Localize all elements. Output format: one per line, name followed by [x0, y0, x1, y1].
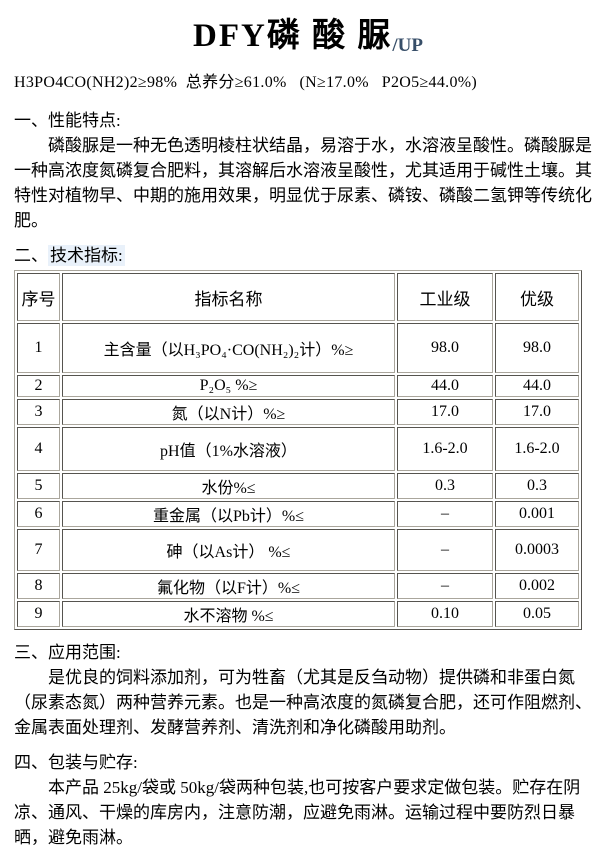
table-row: 6 重金属（以Pb计）%≤ –0.001 [17, 501, 579, 527]
table-cell: 7 [17, 529, 60, 571]
table-cell: 9 [17, 601, 60, 627]
table-cell: 4 [17, 427, 60, 471]
section-3-name: 应用范围: [48, 643, 121, 662]
table-cell: 0.3 [495, 473, 579, 499]
table-header-cell: 优级 [495, 273, 579, 321]
table-cell: 重金属（以Pb计）%≤ [62, 501, 395, 527]
table-cell: 17.0 [495, 399, 579, 425]
section-heading-3: 三、应用范围: [14, 638, 602, 663]
table-cell: 砷（以As计） %≤ [62, 529, 395, 571]
table-cell: 0.002 [495, 573, 579, 599]
table-cell: 3 [17, 399, 60, 425]
section-3-body: 是优良的饲料添加剂，可为牲畜（尤其是反刍动物）提供磷和非蛋白氮（尿素态氮）两种营… [14, 668, 592, 737]
table-cell: 0.001 [495, 501, 579, 527]
table-cell: 8 [17, 573, 60, 599]
table-header: 序号 指标名称 工业级 优级 [17, 273, 579, 321]
table-cell: 0.0003 [495, 529, 579, 571]
section-2-number: 二、 [14, 246, 48, 265]
table-cell: 1.6-2.0 [397, 427, 493, 471]
table-cell: 6 [17, 501, 60, 527]
table-cell: 氮（以N计）%≥ [62, 399, 395, 425]
section-4-name: 包装与贮存: [48, 753, 138, 772]
table-cell: 98.0 [495, 323, 579, 373]
title-suffix: /UP [392, 35, 423, 56]
table-cell: 44.0 [495, 375, 579, 397]
table-cell: 水不溶物 %≤ [62, 601, 395, 627]
table-header-row: 序号 指标名称 工业级 优级 [17, 273, 579, 321]
table-cell: 氟化物（以F计）%≤ [62, 573, 395, 599]
table-header-cell: 指标名称 [62, 273, 395, 321]
table-cell: 2 [17, 375, 60, 397]
table-cell: 0.05 [495, 601, 579, 627]
section-3-number: 三、 [14, 643, 48, 662]
table-cell: – [397, 501, 493, 527]
title-text: DFY磷 酸 脲 [193, 18, 393, 54]
table-cell: 1 [17, 323, 60, 373]
section-1-body: 磷酸脲是一种无色透明棱柱状结晶，易溶于水，水溶液呈酸性。磷酸脲是一种高浓度氮磷复… [14, 136, 592, 230]
table-cell: – [397, 573, 493, 599]
table-header-cell: 序号 [17, 273, 60, 321]
section-heading-2: 二、 技术指标: [14, 241, 602, 266]
table-header-cell: 工业级 [397, 273, 493, 321]
section-heading-1: 一、性能特点: [14, 106, 602, 131]
section-4-number: 四、 [14, 753, 48, 772]
table-row: 8 氟化物（以F计）%≤ –0.002 [17, 573, 579, 599]
table-row: 9 水不溶物 %≤ 0.10 0.05 [17, 601, 579, 627]
table-cell: P₂O₅ %≥ [62, 375, 395, 397]
table-cell: pH值（1%水溶液） [62, 427, 395, 471]
table-row: 3 氮（以N计）%≥ 17.0 17.0 [17, 399, 579, 425]
table-cell: 水份%≤ [62, 473, 395, 499]
page-title: DFY磷 酸 脲/UP [14, 8, 602, 56]
section-heading-4: 四、包装与贮存: [14, 748, 602, 773]
table-cell: 0.10 [397, 601, 493, 627]
table-cell: 5 [17, 473, 60, 499]
spec-summary: H3PO4CO(NH2)2≥98% 总养分≥61.0% (N≥17.0% P2O… [14, 74, 478, 91]
table-cell: 17.0 [397, 399, 493, 425]
table-cell: 44.0 [397, 375, 493, 397]
section-2-name: 技术指标: [48, 245, 125, 266]
table-body: 1 主含量（以H₃PO₄·CO(NH₂)₂计）%≥ 98.0 98.0 2 P₂O₅ %≥… [17, 323, 579, 627]
table-row: 4 pH值（1%水溶液） 1.6-2.0 1.6-2.0 [17, 427, 579, 471]
table-row: 2 P₂O₅ %≥ 44.0 44.0 [17, 375, 579, 397]
section-1-name: 性能特点: [48, 111, 121, 130]
section-1-number: 一、 [14, 111, 48, 130]
table-cell: 主含量（以H₃PO₄·CO(NH₂)₂计）%≥ [62, 323, 395, 373]
table-row: 7 砷（以As计） %≤ –0.0003 [17, 529, 579, 571]
table-cell: 1.6-2.0 [495, 427, 579, 471]
table-cell: 98.0 [397, 323, 493, 373]
table-cell: 0.3 [397, 473, 493, 499]
table-row: 5 水份%≤ 0.3 0.3 [17, 473, 579, 499]
table-row: 1 主含量（以H₃PO₄·CO(NH₂)₂计）%≥ 98.0 98.0 [17, 323, 579, 373]
tech-spec-table: 序号 指标名称 工业级 优级 1 主含量（以H₃PO₄·CO(NH₂)₂计）%≥ 98.0… [14, 270, 582, 630]
table-cell: – [397, 529, 493, 571]
section-4-body: 本产品 25kg/袋或 50kg/袋两种包装,也可按客户要求定做包装。贮存在阴凉… [14, 778, 581, 847]
